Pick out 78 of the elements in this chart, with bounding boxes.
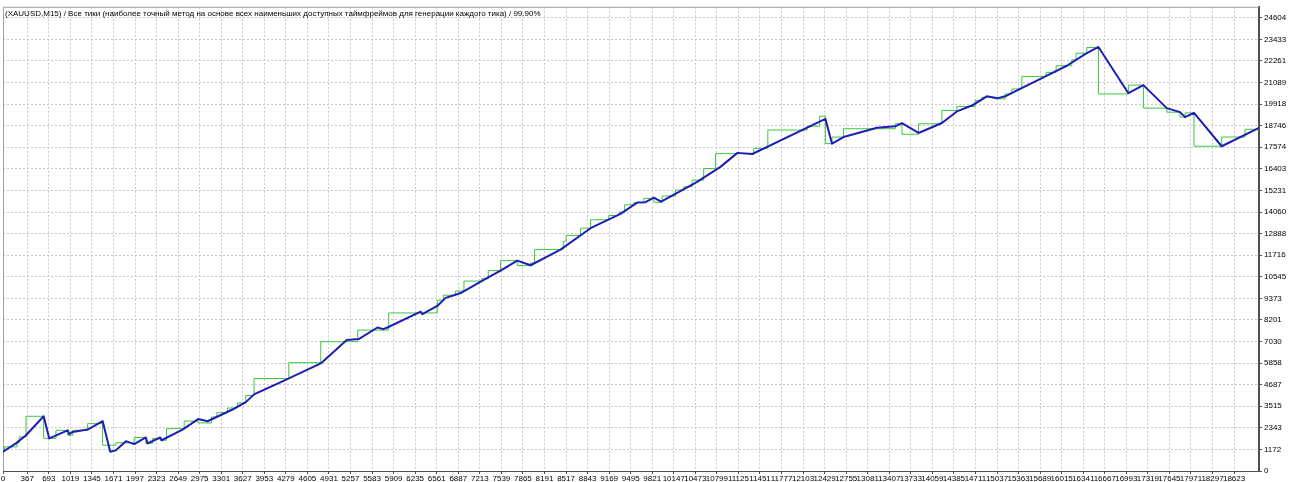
y-tick-label: 4687 bbox=[1264, 379, 1283, 389]
x-tick-label: 367 bbox=[20, 474, 35, 482]
x-tick-label: 11451 bbox=[749, 474, 772, 482]
x-tick-label: 14385 bbox=[942, 474, 966, 482]
x-tick-label: 16015 bbox=[1050, 474, 1074, 482]
y-tick-label: 16403 bbox=[1264, 164, 1287, 174]
x-tick-label: 0 bbox=[0, 474, 6, 482]
x-tick-label: 12755 bbox=[835, 474, 858, 482]
y-tick-label: 23433 bbox=[1264, 34, 1287, 44]
x-tick-label: 11777 bbox=[770, 474, 793, 482]
x-tick-label: 10147 bbox=[662, 474, 686, 482]
x-tick-label: 3953 bbox=[255, 474, 274, 482]
x-tick-label: 9495 bbox=[621, 474, 641, 482]
x-tick-label: 13081 bbox=[856, 474, 880, 482]
y-tick-label: 1172 bbox=[1264, 444, 1282, 454]
x-tick-label: 9821 bbox=[643, 474, 662, 482]
x-tick-label: 4605 bbox=[298, 474, 317, 482]
x-tick-label: 17971 bbox=[1179, 474, 1203, 482]
x-tick-label: 13733 bbox=[899, 474, 923, 482]
y-tick-label: 11716 bbox=[1264, 250, 1287, 260]
x-tick-label: 10799 bbox=[705, 474, 729, 482]
x-tick-label: 8843 bbox=[578, 474, 598, 482]
y-tick-label: 14060 bbox=[1264, 207, 1287, 217]
x-tick-label: 13407 bbox=[878, 474, 901, 482]
x-tick-label: 9169 bbox=[600, 474, 619, 482]
x-tick-label: 5257 bbox=[341, 474, 360, 482]
y-tick-label: 9373 bbox=[1264, 293, 1283, 303]
x-tick-label: 4931 bbox=[320, 474, 339, 482]
x-tick-label: 7865 bbox=[514, 474, 533, 482]
x-tick-label: 3627 bbox=[233, 474, 253, 482]
x-tick-label: 2975 bbox=[190, 474, 210, 482]
x-tick-label: 15363 bbox=[1007, 474, 1031, 482]
x-tick-label: 17319 bbox=[1136, 474, 1160, 482]
y-tick-label: 7030 bbox=[1264, 336, 1283, 346]
x-tick-label: 12103 bbox=[791, 474, 815, 482]
x-tick-label: 8191 bbox=[535, 474, 554, 482]
x-tick-label: 693 bbox=[42, 474, 57, 482]
x-tick-label: 16993 bbox=[1115, 474, 1138, 482]
x-tick-label: 6235 bbox=[406, 474, 425, 482]
x-tick-label: 18297 bbox=[1201, 474, 1225, 482]
x-tick-label: 1997 bbox=[126, 474, 145, 482]
x-tick-label: 6561 bbox=[427, 474, 447, 482]
y-tick-label: 18746 bbox=[1264, 120, 1287, 130]
y-tick-label: 17574 bbox=[1264, 142, 1287, 152]
x-tick-label: 6887 bbox=[449, 474, 468, 482]
x-tick-label: 4279 bbox=[276, 474, 296, 482]
x-tick-label: 18623 bbox=[1222, 474, 1246, 482]
y-tick-label: 21089 bbox=[1264, 77, 1287, 87]
y-tick-label: 22261 bbox=[1264, 56, 1287, 66]
y-tick-label: 10545 bbox=[1264, 271, 1287, 281]
x-tick-label: 2649 bbox=[169, 474, 188, 482]
y-tick-label: 3515 bbox=[1264, 401, 1283, 411]
x-tick-label: 8517 bbox=[557, 474, 576, 482]
y-tick-label: 15231 bbox=[1264, 185, 1287, 195]
x-tick-label: 7213 bbox=[470, 474, 490, 482]
x-tick-label: 1671 bbox=[104, 474, 123, 482]
x-tick-label: 15689 bbox=[1029, 474, 1052, 482]
y-tick-label: 2343 bbox=[1264, 423, 1283, 433]
x-tick-label: 10473 bbox=[684, 474, 707, 482]
x-tick-label: 1345 bbox=[83, 474, 102, 482]
y-tick-label: 24604 bbox=[1264, 12, 1287, 22]
x-tick-label: 16667 bbox=[1093, 474, 1117, 482]
y-tick-label: 12888 bbox=[1264, 228, 1287, 238]
x-tick-label: 5909 bbox=[384, 474, 404, 482]
x-tick-label: 7539 bbox=[492, 474, 511, 482]
x-tick-label: 1019 bbox=[61, 474, 80, 482]
x-tick-label: 2323 bbox=[147, 474, 167, 482]
x-tick-label: 16341 bbox=[1072, 474, 1095, 482]
x-tick-label: 5583 bbox=[363, 474, 382, 482]
x-tick-label: 15037 bbox=[985, 474, 1009, 482]
chart-title: (XAUUSD,M15) / Все тики (наиболее точный метод на основе всех наименьших доступных таймфреймов для генерации каждого тика) / 99.90% bbox=[5, 9, 541, 18]
x-tick-label: 12429 bbox=[813, 474, 837, 482]
x-tick-label: 14711 bbox=[964, 474, 987, 482]
y-tick-label: 5858 bbox=[1264, 358, 1283, 368]
x-tick-label: 11125 bbox=[727, 474, 750, 482]
y-tick-label: 8201 bbox=[1264, 315, 1283, 325]
x-tick-label: 3301 bbox=[212, 474, 231, 482]
y-tick-label: 19918 bbox=[1264, 99, 1287, 109]
